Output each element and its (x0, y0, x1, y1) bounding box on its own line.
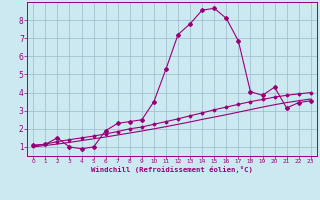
X-axis label: Windchill (Refroidissement éolien,°C): Windchill (Refroidissement éolien,°C) (91, 166, 253, 173)
